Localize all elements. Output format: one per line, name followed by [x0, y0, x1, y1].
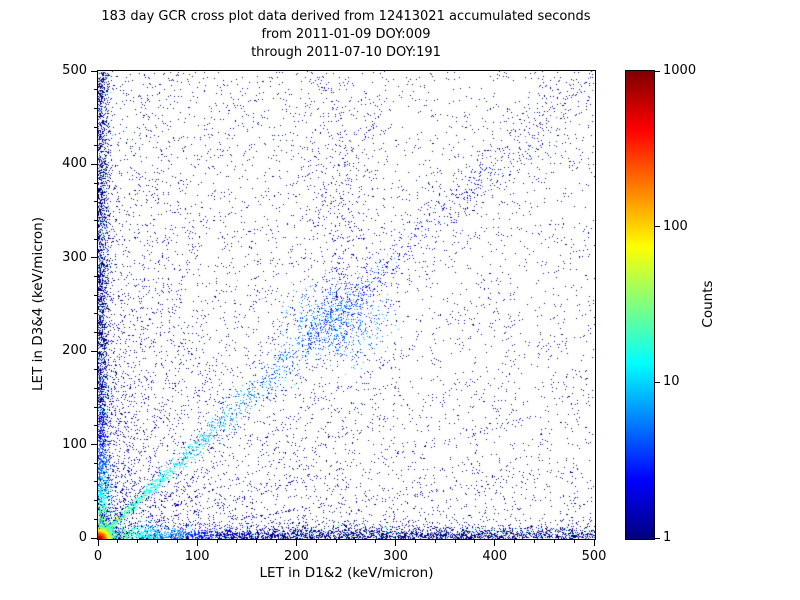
y-tick-label: 100 — [62, 436, 87, 452]
colorbar-gradient — [626, 71, 654, 539]
x-tick-label: 400 — [482, 549, 508, 564]
y-minor-tick-mark — [94, 481, 97, 483]
x-minor-tick-mark — [414, 540, 416, 543]
title-line-3: through 2011-07-10 DOY:191 — [251, 45, 441, 61]
x-minor-tick-mark — [216, 540, 218, 543]
scatter-canvas — [98, 71, 595, 539]
x-minor-tick-mark — [375, 540, 377, 543]
x-minor-tick-mark — [315, 540, 317, 543]
x-minor-tick-mark — [573, 540, 575, 543]
colorbar-tick-label: 10 — [663, 374, 680, 390]
x-tick-label: 500 — [581, 549, 607, 564]
x-axis-label: LET in D1&2 (keV/micron) — [259, 565, 434, 581]
y-tick-label: 400 — [62, 156, 87, 172]
x-minor-tick-mark — [454, 540, 456, 543]
y-tick-label: 200 — [62, 343, 87, 359]
y-minor-tick-mark — [94, 126, 97, 128]
y-minor-tick-mark — [94, 182, 97, 184]
y-minor-tick-mark — [94, 462, 97, 464]
x-minor-tick-mark — [355, 540, 357, 543]
chart-title: 183 day GCR cross plot data derived from… — [60, 8, 632, 63]
x-tick-mark — [295, 540, 297, 546]
x-minor-tick-mark — [533, 540, 535, 543]
y-tick-mark — [91, 444, 97, 446]
x-minor-tick-mark — [335, 540, 337, 543]
colorbar-tick-label: 100 — [663, 218, 688, 234]
plot-area — [97, 70, 596, 540]
colorbar-tick-mark — [655, 226, 660, 228]
colorbar-tick-label: 1000 — [663, 63, 697, 78]
y-tick-mark — [91, 350, 97, 352]
y-minor-tick-mark — [94, 89, 97, 91]
x-tick-mark — [97, 540, 99, 546]
x-minor-tick-mark — [514, 540, 516, 543]
y-minor-tick-mark — [94, 369, 97, 371]
x-minor-tick-mark — [434, 540, 436, 543]
y-minor-tick-mark — [94, 275, 97, 277]
colorbar — [625, 70, 655, 540]
y-tick-mark — [91, 70, 97, 72]
y-minor-tick-mark — [94, 294, 97, 296]
x-minor-tick-mark — [276, 540, 278, 543]
x-minor-tick-mark — [117, 540, 119, 543]
y-minor-tick-mark — [94, 518, 97, 520]
x-minor-tick-mark — [236, 540, 238, 543]
x-minor-tick-mark — [176, 540, 178, 543]
x-minor-tick-mark — [474, 540, 476, 543]
y-minor-tick-mark — [94, 388, 97, 390]
colorbar-tick-mark — [655, 70, 660, 72]
y-minor-tick-mark — [94, 425, 97, 427]
y-minor-tick-mark — [94, 406, 97, 408]
y-minor-tick-mark — [94, 219, 97, 221]
y-tick-mark — [91, 257, 97, 259]
x-minor-tick-mark — [157, 540, 159, 543]
x-tick-mark — [395, 540, 397, 546]
title-line-1: 183 day GCR cross plot data derived from… — [101, 9, 591, 24]
y-minor-tick-mark — [94, 201, 97, 203]
y-tick-mark — [91, 537, 97, 539]
x-tick-mark — [494, 540, 496, 546]
colorbar-tick-mark — [655, 537, 660, 539]
y-minor-tick-mark — [94, 145, 97, 147]
colorbar-label: Counts — [700, 280, 716, 328]
title-line-2: from 2011-01-09 DOY:009 — [261, 27, 431, 43]
colorbar-tick-label: 1 — [663, 530, 672, 545]
y-tick-label: 500 — [62, 63, 87, 78]
y-minor-tick-mark — [94, 313, 97, 315]
x-tick-mark — [593, 540, 595, 546]
y-tick-label: 300 — [62, 249, 87, 265]
x-minor-tick-mark — [256, 540, 258, 543]
x-tick-label: 100 — [184, 549, 210, 564]
colorbar-tick-mark — [655, 381, 660, 383]
y-minor-tick-mark — [94, 107, 97, 109]
y-minor-tick-mark — [94, 238, 97, 240]
y-minor-tick-mark — [94, 332, 97, 334]
x-minor-tick-mark — [553, 540, 555, 543]
y-tick-mark — [91, 163, 97, 165]
x-tick-label: 0 — [93, 549, 103, 564]
y-minor-tick-mark — [94, 500, 97, 502]
x-tick-label: 300 — [383, 549, 408, 564]
x-minor-tick-mark — [137, 540, 139, 543]
y-axis-label: LET in D3&4 (keV/micron) — [30, 217, 46, 391]
x-tick-mark — [196, 540, 198, 546]
y-tick-label: 0 — [78, 530, 87, 545]
x-tick-label: 200 — [283, 549, 309, 564]
